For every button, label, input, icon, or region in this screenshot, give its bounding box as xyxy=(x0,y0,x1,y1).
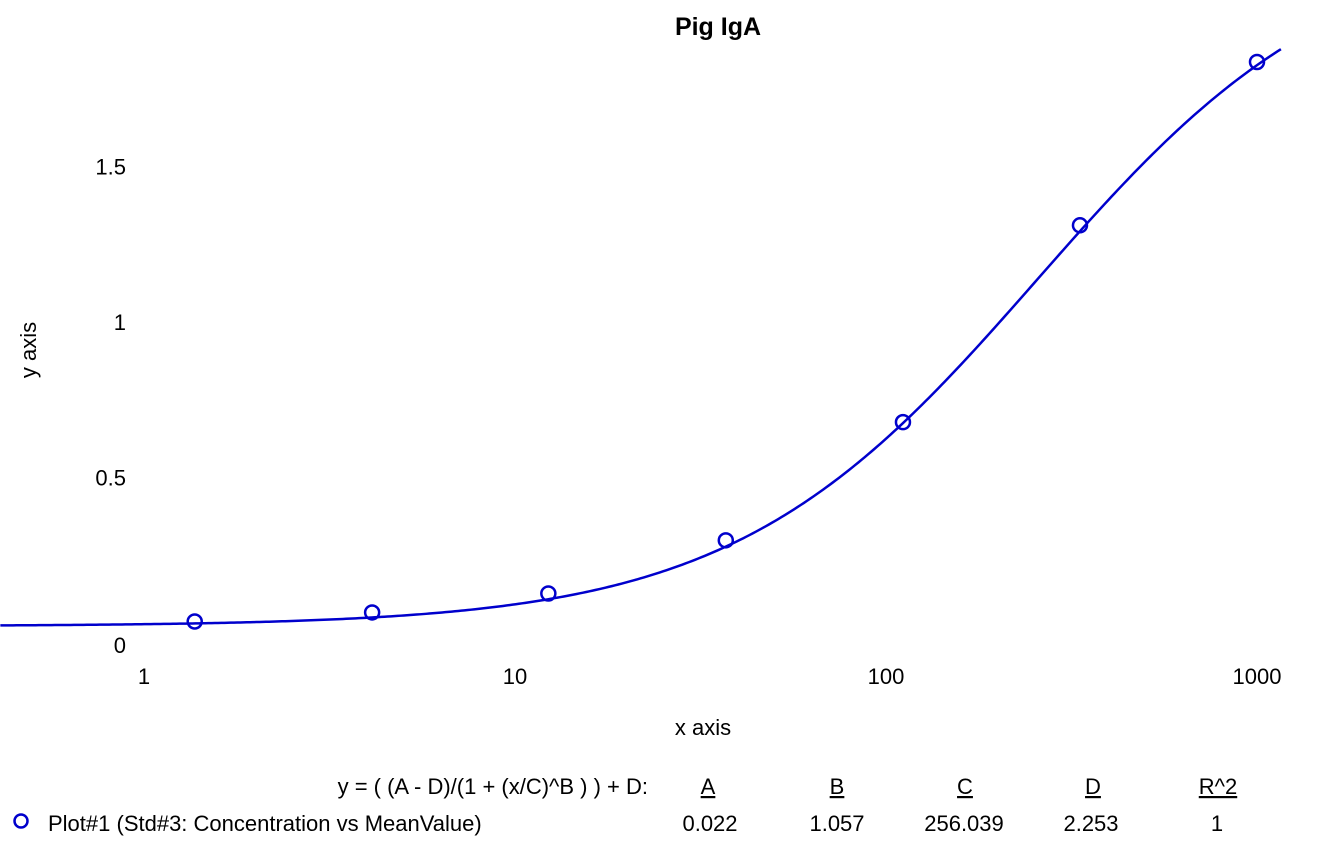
y-axis-label: y axis xyxy=(16,322,41,378)
data-point xyxy=(186,613,203,630)
fit-header-b: B xyxy=(830,774,845,799)
fit-header-c: C xyxy=(957,774,973,799)
y-tick-label: 0.5 xyxy=(95,466,126,491)
x-tick-label: 1 xyxy=(138,664,150,689)
data-point xyxy=(1248,53,1266,71)
x-tick-labels: 1 10 100 1000 xyxy=(138,664,1282,689)
x-tick-label: 1000 xyxy=(1233,664,1282,689)
fit-header-d: D xyxy=(1085,774,1101,799)
data-point xyxy=(1071,217,1089,234)
fit-header-a: A xyxy=(701,774,716,799)
fit-value-d: 2.253 xyxy=(1063,811,1118,836)
data-point xyxy=(717,532,735,549)
fit-value-b: 1.057 xyxy=(809,811,864,836)
x-tick-label: 100 xyxy=(868,664,905,689)
x-tick-label: 10 xyxy=(503,664,527,689)
fit-value-r2: 1 xyxy=(1211,811,1223,836)
y-tick-label: 1.5 xyxy=(95,155,126,180)
fit-value-a: 0.022 xyxy=(682,811,737,836)
legend-series-label: Plot#1 (Std#3: Concentration vs MeanValu… xyxy=(48,811,482,836)
chart-title: Pig IgA xyxy=(675,13,761,41)
fit-equation: y = ( (A - D)/(1 + (x/C)^B ) ) + D: xyxy=(338,774,648,799)
y-tick-labels: 0 0.5 1 1.5 xyxy=(95,155,126,659)
fit-value-c: 256.039 xyxy=(924,811,1004,836)
data-point xyxy=(540,585,557,602)
fit-header-r2: R^2 xyxy=(1199,774,1237,799)
y-tick-label: 1 xyxy=(114,310,126,335)
legend-marker-icon xyxy=(13,813,29,829)
x-axis-label: x axis xyxy=(675,715,731,740)
data-point xyxy=(363,604,381,621)
data-point xyxy=(894,413,912,431)
plot-area xyxy=(0,48,1282,630)
fit-curve-line xyxy=(0,48,1282,627)
y-tick-label: 0 xyxy=(114,633,126,658)
